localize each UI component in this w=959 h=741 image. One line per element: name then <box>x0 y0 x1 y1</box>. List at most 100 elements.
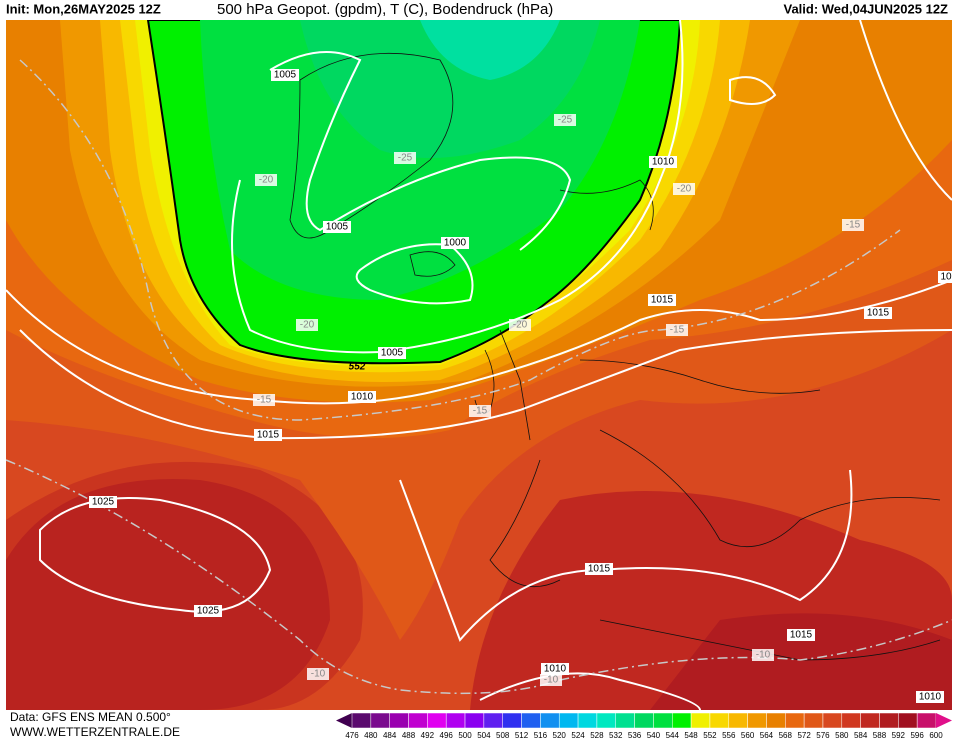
contour-label-bg <box>378 347 406 359</box>
legend-swatch <box>445 712 466 729</box>
legend-label: 520 <box>553 731 567 740</box>
contour-label: -10 <box>544 675 559 686</box>
contour-label-bg <box>938 271 954 283</box>
map-title: 500 hPa Geopot. (gpdm), T (C), Bodendruc… <box>217 1 553 18</box>
contour-label-bg <box>648 294 676 306</box>
legend-arrow <box>336 713 352 728</box>
contour-label: 1005 <box>381 348 404 359</box>
contour-label: 10 <box>940 272 952 283</box>
contour-label-bg <box>253 394 275 406</box>
contour-label: -25 <box>558 115 573 126</box>
contour-label-bg <box>307 668 329 680</box>
legend-swatch <box>408 712 428 729</box>
legend-swatch <box>709 712 730 729</box>
legend-label: 512 <box>515 731 529 740</box>
contour-label-bg <box>323 221 351 233</box>
contour-label-bg <box>254 429 282 441</box>
site-url: WWW.WETTERZENTRALE.DE <box>10 725 180 739</box>
contour-label: 1015 <box>257 430 280 441</box>
legend-label: 528 <box>590 731 604 740</box>
valid-time: Valid: Wed,04JUN2025 12Z <box>783 1 948 16</box>
legend-label: 580 <box>835 731 849 740</box>
contour-label-bg <box>296 319 318 331</box>
legend-label: 516 <box>534 731 548 740</box>
legend-swatch <box>464 712 485 729</box>
legend-label: 532 <box>609 731 623 740</box>
legend-swatch <box>747 712 767 729</box>
legend-label: 552 <box>703 731 717 740</box>
contour-label-bg <box>540 674 562 686</box>
legend-swatch <box>653 712 673 729</box>
legend-swatch <box>577 712 598 729</box>
legend-swatch <box>615 712 635 729</box>
contour-label: -25 <box>398 153 413 164</box>
contour-label: 1015 <box>588 564 611 575</box>
contour-label: -10 <box>311 669 326 680</box>
legend-swatch <box>370 712 390 729</box>
legend-label: 508 <box>496 731 510 740</box>
legend-swatch <box>596 712 616 729</box>
legend-swatch <box>803 712 824 729</box>
contour-label: -20 <box>300 320 315 331</box>
legend-swatch <box>558 712 579 729</box>
legend-arrow <box>936 713 952 728</box>
legend-label: 572 <box>797 731 811 740</box>
contour-label: 552 <box>349 362 366 373</box>
legend-swatch <box>898 712 918 729</box>
contour-label: 1005 <box>274 70 297 81</box>
contour-label: 1025 <box>197 606 220 617</box>
legend-swatch <box>351 712 372 729</box>
contour-label-bg <box>271 69 299 81</box>
legend-label: 556 <box>722 731 736 740</box>
legend-swatch <box>785 712 805 729</box>
contour-label-bg <box>441 237 469 249</box>
legend-swatch <box>634 712 654 729</box>
legend-label: 496 <box>440 731 454 740</box>
legend-label: 500 <box>458 731 472 740</box>
contour-label: 1010 <box>544 664 567 675</box>
contour-label: 1015 <box>651 295 674 306</box>
legend-label: 576 <box>816 731 830 740</box>
legend-label: 548 <box>684 731 698 740</box>
contour-label-bg <box>394 152 416 164</box>
legend-label: 596 <box>910 731 924 740</box>
legend-label: 584 <box>854 731 868 740</box>
legend-swatch <box>540 712 560 729</box>
legend-swatch <box>389 712 409 729</box>
contour-label: 1010 <box>351 392 374 403</box>
legend-swatch <box>916 712 937 729</box>
contour-label: 1015 <box>790 630 813 641</box>
legend-label: 588 <box>873 731 887 740</box>
legend-swatch <box>766 712 786 729</box>
legend-swatch <box>521 712 541 729</box>
legend-label: 484 <box>383 731 397 740</box>
contour-label: 1015 <box>867 308 890 319</box>
contour-label-bg <box>348 391 376 403</box>
legend-swatch <box>728 712 748 729</box>
legend-label: 524 <box>571 731 585 740</box>
legend-label: 504 <box>477 731 491 740</box>
legend-label: 476 <box>345 731 359 740</box>
contour-label-bg <box>554 114 576 126</box>
legend-label: 564 <box>760 731 774 740</box>
contour-label-bg <box>585 563 613 575</box>
legend-label: 536 <box>628 731 642 740</box>
legend-swatch <box>860 712 880 729</box>
legend-swatch <box>427 712 447 729</box>
contour-label: 1025 <box>92 497 115 508</box>
contour-label-bg <box>864 307 892 319</box>
contour-labels: 1005 -25 -25 1010 -20 -20 1005 1000 -15 10 1015 101… <box>89 69 954 703</box>
legend-label: 560 <box>741 731 755 740</box>
legend-label: 568 <box>779 731 793 740</box>
legend-label: 492 <box>421 731 435 740</box>
color-legend: 476 480 484 488 492 496 500 504 508 512 516 520 524 5… <box>336 712 952 740</box>
legend-swatch <box>672 712 692 729</box>
contour-label-bg <box>469 405 491 417</box>
contour-label: 1010 <box>919 692 942 703</box>
contour-label-bg <box>752 649 774 661</box>
contour-label: 1005 <box>326 222 349 233</box>
contour-label-bg <box>649 156 677 168</box>
legend-swatch <box>879 712 899 729</box>
